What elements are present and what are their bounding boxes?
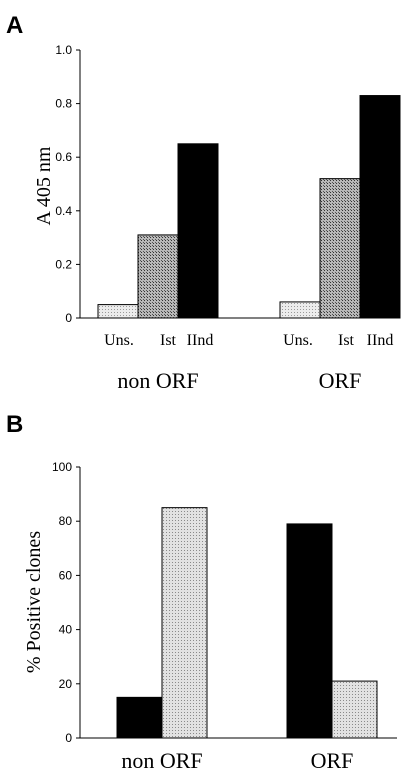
- group-labels-a: non ORF ORF: [117, 368, 361, 393]
- category-label: Uns.: [283, 332, 313, 349]
- y-tick-label: 0: [65, 731, 72, 745]
- category-label: Ist: [338, 332, 355, 349]
- bar-non-orf-1: [161, 507, 208, 739]
- y-axis-label-a: A 405 nm: [33, 146, 55, 225]
- bar-non-orf-ist: [137, 234, 179, 319]
- bar-non-orf-iind: [177, 143, 219, 319]
- category-label: Ist: [160, 332, 177, 349]
- panel-letter-b: B: [6, 411, 23, 438]
- bar-orf-iind: [359, 95, 401, 319]
- group-label: ORF: [319, 368, 362, 393]
- group-label: non ORF: [117, 368, 198, 393]
- y-tick-label: 0.4: [55, 204, 72, 218]
- panel-a: A A 405 nm 00.20.40.60.81.0 Uns. Ist IInd U…: [6, 12, 401, 393]
- bar-orf-0: [286, 523, 333, 739]
- bar-non-orf-0: [116, 696, 163, 739]
- bar-orf-1: [331, 680, 378, 739]
- y-tick-label: 0.6: [55, 150, 72, 164]
- group-label: ORF: [311, 748, 354, 773]
- y-tick-label: 1.0: [55, 43, 72, 57]
- y-ticks-b: 0 20 40 60 80 100: [52, 460, 80, 745]
- y-tick-label: 80: [59, 514, 73, 528]
- bars-a: [97, 95, 401, 319]
- category-label: Uns.: [104, 332, 134, 349]
- bar-orf-uns: [279, 301, 321, 319]
- y-ticks-a: 0 0.2 0.4 0.6 0.8 1.0: [55, 43, 80, 325]
- bar-non-orf-uns: [97, 304, 139, 319]
- panel-b: B % Positive clones 0 20 40 60 80 100 non ORF…: [6, 411, 397, 773]
- group-label: non ORF: [121, 748, 202, 773]
- group-labels-b: non ORF ORF: [121, 748, 353, 773]
- y-tick-label: 0.2: [55, 257, 72, 271]
- bars-b: [116, 507, 378, 739]
- y-tick-label: 0: [65, 311, 72, 325]
- category-label: IInd: [187, 332, 214, 349]
- category-labels-a: Uns. Ist IInd Uns. Ist IInd: [104, 332, 393, 349]
- y-tick-label: 20: [59, 677, 73, 691]
- y-tick-label: 40: [59, 623, 73, 637]
- y-tick-label: 100: [52, 460, 72, 474]
- y-axis-label-b: % Positive clones: [23, 531, 45, 673]
- category-label: IInd: [367, 332, 394, 349]
- panel-letter-a: A: [6, 12, 23, 39]
- y-tick-label: 60: [59, 568, 73, 582]
- y-tick-label: 0.8: [55, 97, 72, 111]
- bar-orf-ist: [319, 178, 361, 319]
